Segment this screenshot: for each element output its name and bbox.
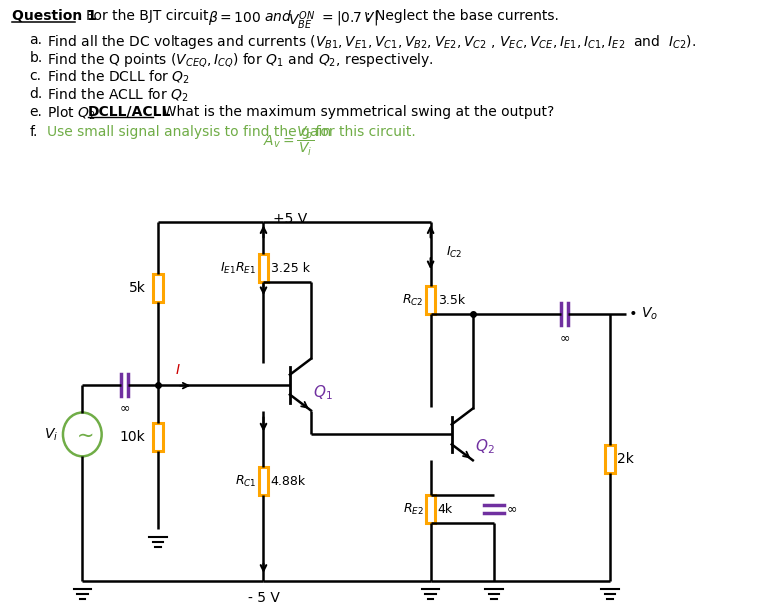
Text: $and$: $and$ — [260, 9, 292, 25]
Text: e.: e. — [29, 105, 43, 119]
Text: $= |0.7\,V|$: $= |0.7\,V|$ — [319, 9, 378, 28]
Text: $I_{C2}$: $I_{C2}$ — [447, 245, 463, 260]
Text: $A_v = \dfrac{V_o}{V_i}$: $A_v = \dfrac{V_o}{V_i}$ — [264, 125, 315, 158]
Text: c.: c. — [29, 69, 42, 83]
Text: $\sim$: $\sim$ — [72, 424, 93, 445]
Bar — [605, 445, 615, 473]
Text: b.: b. — [29, 51, 43, 65]
Bar — [426, 495, 435, 523]
Text: : Neglect the base currents.: : Neglect the base currents. — [366, 9, 560, 23]
Bar — [259, 467, 268, 495]
Text: $V_{BE}^{ON}$: $V_{BE}^{ON}$ — [288, 9, 315, 32]
Text: a.: a. — [29, 33, 43, 47]
Text: Plot $Q_2$: Plot $Q_2$ — [47, 105, 97, 122]
Text: 5k: 5k — [129, 281, 145, 295]
Text: : For the BJT circuit,: : For the BJT circuit, — [77, 9, 217, 23]
Bar — [153, 424, 163, 451]
Bar — [426, 286, 435, 314]
Text: Find all the DC voltages and currents ($V_{B1}, V_{E1}, V_{C1}, V_{B2}, V_{E2}, : Find all the DC voltages and currents ($… — [47, 33, 696, 51]
Text: . What is the maximum symmetrical swing at the output?: . What is the maximum symmetrical swing … — [154, 105, 553, 119]
Text: 4k: 4k — [438, 503, 453, 516]
Text: $V_i$: $V_i$ — [43, 426, 58, 443]
Text: Find the ACLL for $Q_2$: Find the ACLL for $Q_2$ — [47, 87, 189, 104]
Text: d.: d. — [29, 87, 43, 101]
Text: $Q_1$: $Q_1$ — [313, 383, 332, 402]
Text: - 5 V: - 5 V — [247, 591, 279, 605]
Text: Use small signal analysis to find the gain: Use small signal analysis to find the ga… — [47, 125, 335, 139]
Text: $R_{C2}$: $R_{C2}$ — [402, 292, 424, 308]
Text: $\beta = 100$: $\beta = 100$ — [208, 9, 261, 28]
Text: $Q_2$: $Q_2$ — [475, 437, 494, 456]
Text: $\bullet\ V_o$: $\bullet\ V_o$ — [628, 306, 658, 322]
Text: 3.25 k: 3.25 k — [271, 262, 309, 274]
Text: $R_{E2}$: $R_{E2}$ — [403, 502, 424, 516]
Text: Find the DCLL for $Q_2$: Find the DCLL for $Q_2$ — [47, 69, 190, 87]
Text: 3.5k: 3.5k — [438, 293, 465, 306]
Text: 10k: 10k — [120, 430, 145, 445]
Text: DCLL/ACLL: DCLL/ACLL — [87, 105, 171, 119]
Text: +5 V: +5 V — [273, 212, 307, 227]
Text: $I_{E1}R_{E1}$: $I_{E1}R_{E1}$ — [220, 260, 257, 276]
Text: $R_{C1}$: $R_{C1}$ — [235, 473, 257, 489]
Text: $\infty$: $\infty$ — [119, 402, 130, 414]
Text: Question 1: Question 1 — [12, 9, 97, 23]
Bar — [153, 274, 163, 302]
Text: f.: f. — [29, 125, 38, 139]
Text: for this circuit.: for this circuit. — [311, 125, 416, 139]
Text: 4.88k: 4.88k — [271, 475, 305, 488]
Text: $\infty$: $\infty$ — [559, 331, 570, 344]
Text: I: I — [175, 363, 179, 376]
Text: Find the Q points ($V_{CEQ}, I_{CQ}$) for $Q_1$ and $Q_2$, respectively.: Find the Q points ($V_{CEQ}, I_{CQ}$) fo… — [47, 51, 434, 69]
Text: 2k: 2k — [617, 453, 634, 466]
Bar — [259, 254, 268, 282]
Text: $\infty$: $\infty$ — [506, 503, 517, 516]
